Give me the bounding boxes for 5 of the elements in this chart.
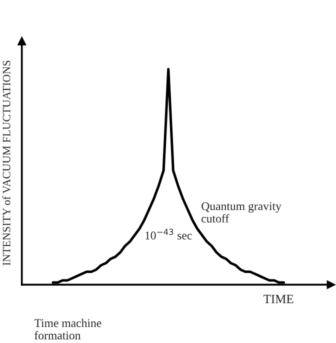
y-axis-title: INTENSITY of VACUUM FLUCTUATIONS [2, 60, 10, 266]
x-axis-title: TIME [264, 294, 294, 304]
annotation: Quantum gravity cutoff [202, 202, 282, 223]
annotation: 10$^{−43}$ sec [146, 228, 192, 240]
text: Time machine formation [34, 318, 102, 340]
